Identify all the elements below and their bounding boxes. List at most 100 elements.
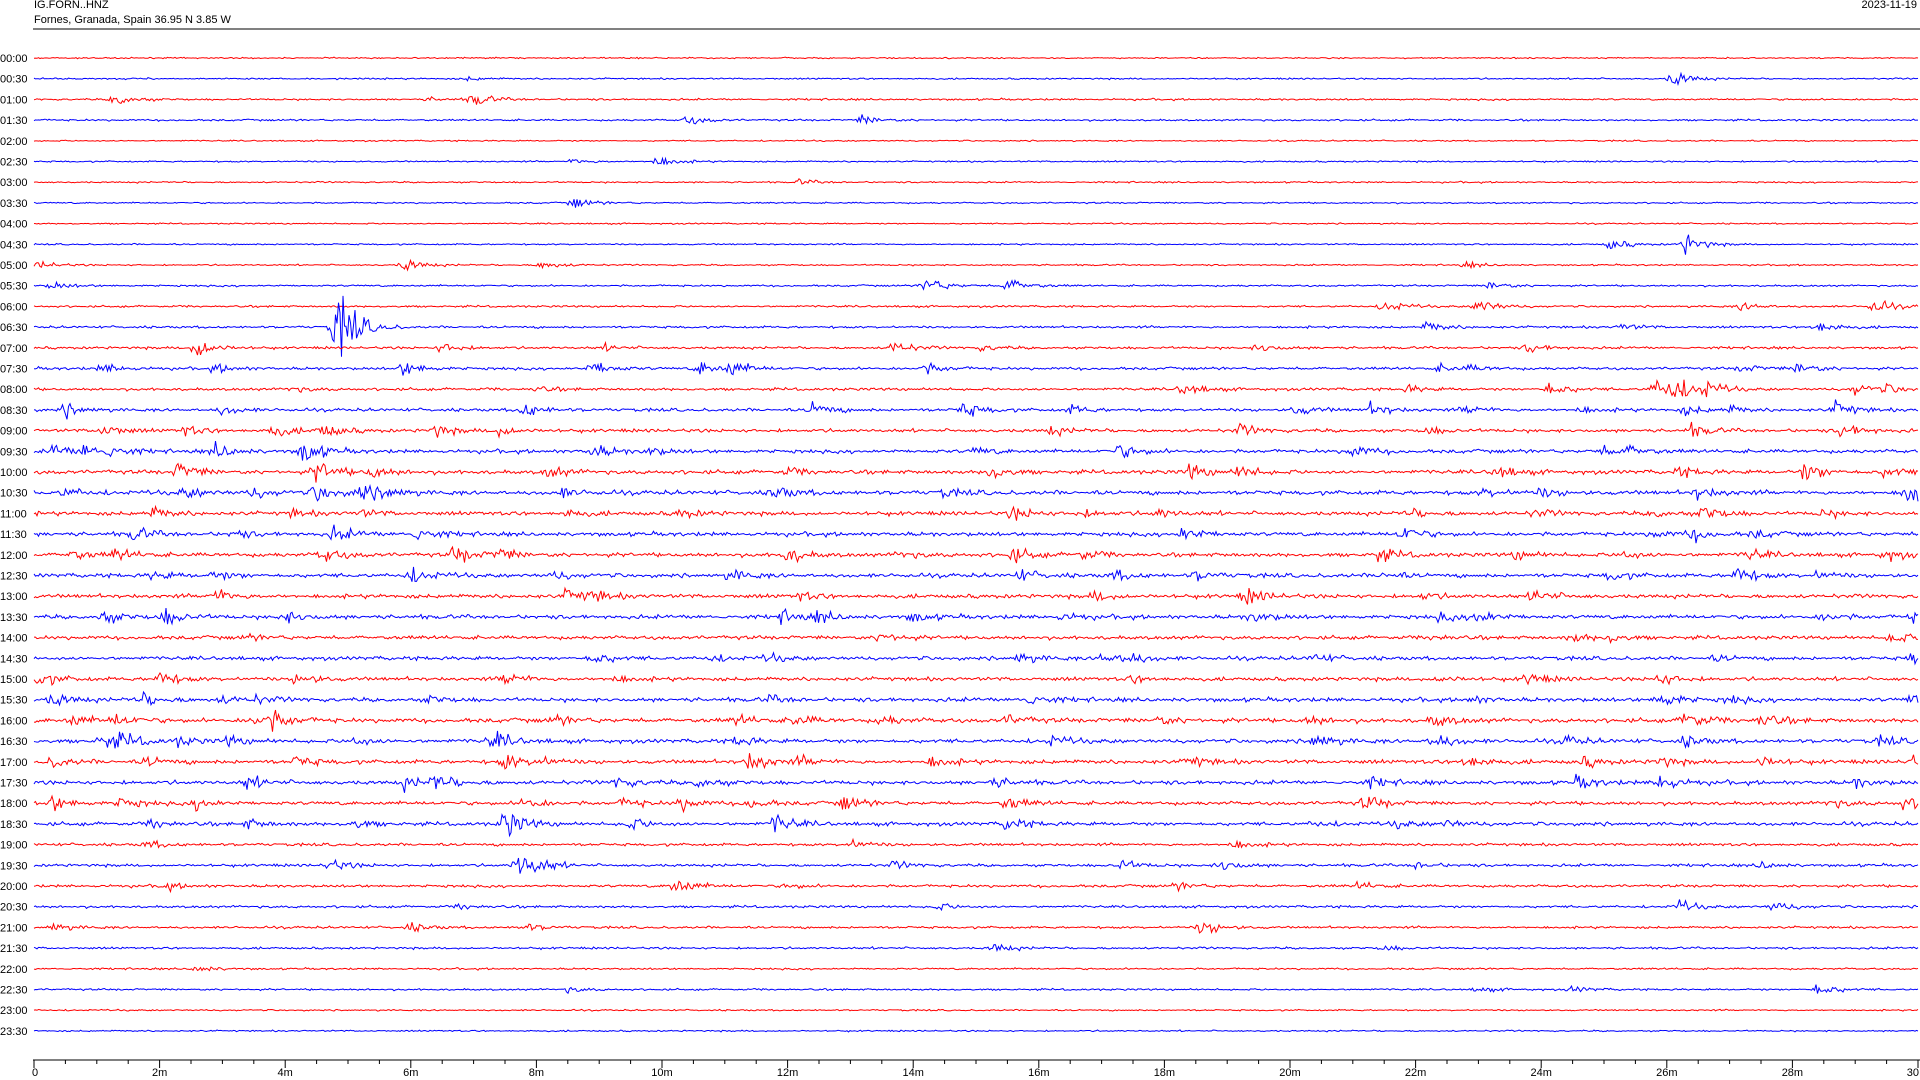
trace-line <box>33 114 1919 125</box>
row-label: 23:00 <box>0 1005 28 1017</box>
trace-line <box>33 984 1919 995</box>
x-tick-label: 2m <box>152 1067 167 1079</box>
row-label: 01:30 <box>0 115 28 127</box>
row-label: 20:30 <box>0 902 28 914</box>
row-label: 12:30 <box>0 571 28 583</box>
row-label: 16:00 <box>0 715 28 727</box>
row-label: 20:00 <box>0 881 28 893</box>
row-label: 13:00 <box>0 591 28 603</box>
x-tick-label: 28m <box>1782 1067 1803 1079</box>
row-label: 09:00 <box>0 426 28 438</box>
row-label: 00:00 <box>0 53 28 65</box>
trace-line <box>33 222 1919 226</box>
row-label: 17:00 <box>0 757 28 769</box>
row-label: 02:30 <box>0 157 28 169</box>
trace-line <box>33 258 1919 272</box>
trace-line <box>33 730 1919 749</box>
row-label: 08:30 <box>0 405 28 417</box>
row-label-group: 00:00 00:30 01:00 01:30 02:00 02:30 03:00 03:30… <box>0 53 28 1038</box>
trace-line <box>33 177 1919 185</box>
row-label: 15:00 <box>0 674 28 686</box>
row-label: 03:30 <box>0 198 28 210</box>
trace-line <box>33 139 1919 143</box>
trace-line <box>33 484 1919 502</box>
row-label: 09:30 <box>0 446 28 458</box>
row-label: 22:00 <box>0 964 28 976</box>
row-label: 18:00 <box>0 798 28 810</box>
row-label: 04:00 <box>0 219 28 231</box>
trace-line <box>33 899 1918 912</box>
row-label: 04:30 <box>0 239 28 251</box>
trace-line <box>33 753 1919 770</box>
x-tick-label: 14m <box>902 1067 923 1079</box>
x-tick-label: 18m <box>1154 1067 1175 1079</box>
row-label: 19:00 <box>0 840 28 852</box>
row-label: 05:30 <box>0 281 28 293</box>
trace-line <box>33 966 1919 972</box>
row-label: 10:00 <box>0 467 28 479</box>
row-label: 21:00 <box>0 922 28 934</box>
trace-line <box>33 586 1919 605</box>
trace-line <box>33 95 1919 105</box>
row-label: 15:30 <box>0 695 28 707</box>
trace-line <box>33 199 1919 208</box>
x-tick-label: 0 <box>32 1067 38 1079</box>
x-tick-label: 22m <box>1405 1067 1426 1079</box>
trace-line <box>33 378 1919 398</box>
trace-group <box>33 56 1919 1033</box>
trace-line <box>33 56 1919 60</box>
trace-line <box>33 462 1919 483</box>
row-label: 23:30 <box>0 1026 28 1038</box>
row-label: 07:00 <box>0 343 28 355</box>
row-label: 00:30 <box>0 74 28 86</box>
trace-line <box>33 71 1919 87</box>
row-label: 18:30 <box>0 819 28 831</box>
x-tick-label-group: 0 2m 4m 6m 8m 10m 12m 14m 16m 18m 20m 22m 24m 26m 28m 3… <box>32 1067 1919 1079</box>
x-tick-label: 10m <box>651 1067 672 1079</box>
trace-line <box>33 156 1919 166</box>
station-code: IG.FORN..HNZ <box>34 0 109 11</box>
station-location: Fornes, Granada, Spain 36.95 N 3.85 W <box>34 14 232 26</box>
trace-line <box>33 566 1919 583</box>
x-tick-label: 6m <box>403 1067 418 1079</box>
x-tick-label: 30 <box>1907 1067 1919 1079</box>
row-label: 10:30 <box>0 488 28 500</box>
trace-line <box>33 504 1919 521</box>
row-label: 11:30 <box>0 529 27 541</box>
row-label: 06:00 <box>0 301 28 313</box>
row-label: 22:30 <box>0 985 28 997</box>
trace-line <box>33 880 1919 894</box>
row-label: 05:00 <box>0 260 28 272</box>
trace-line <box>33 837 1919 849</box>
trace-line <box>33 545 1919 564</box>
row-label: 16:30 <box>0 736 28 748</box>
trace-line <box>33 361 1919 376</box>
trace-line <box>33 690 1919 707</box>
trace-line <box>33 340 1919 356</box>
row-label: 17:30 <box>0 778 28 790</box>
row-label: 11:00 <box>0 508 27 520</box>
x-tick-label: 4m <box>278 1067 293 1079</box>
row-label: 03:00 <box>0 177 28 189</box>
trace-line <box>33 794 1919 814</box>
trace-line <box>33 441 1919 461</box>
row-label: 08:00 <box>0 384 28 396</box>
trace-line <box>33 943 1919 953</box>
trace-line <box>33 234 1919 255</box>
trace-line <box>33 607 1919 626</box>
trace-line <box>33 421 1919 439</box>
row-label: 07:30 <box>0 364 28 376</box>
trace-line <box>33 709 1919 732</box>
row-label: 14:00 <box>0 633 28 645</box>
row-label: 19:30 <box>0 860 28 872</box>
trace-line <box>33 524 1919 544</box>
trace-line <box>33 279 1919 291</box>
trace-line <box>33 295 1919 357</box>
row-label: 02:00 <box>0 136 28 148</box>
row-label: 06:30 <box>0 322 28 334</box>
trace-line <box>33 813 1919 838</box>
row-label: 14:30 <box>0 653 28 665</box>
trace-line <box>33 651 1919 666</box>
trace-line <box>33 671 1919 687</box>
